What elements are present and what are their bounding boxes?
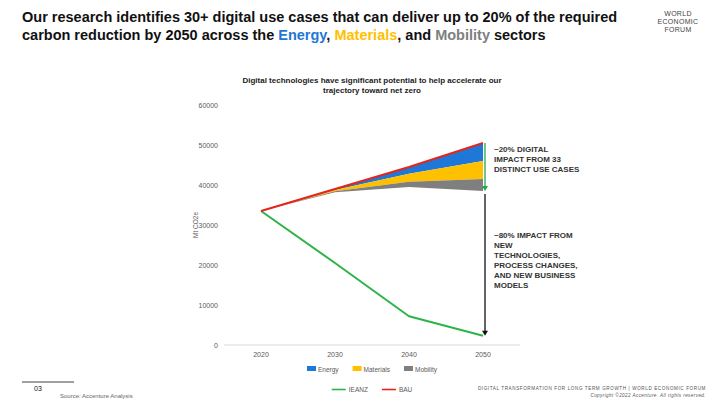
y-tick-label: 40000 <box>199 182 219 189</box>
footer-text: DIGITAL TRANSFORMATION FOR LONG TERM GRO… <box>478 386 706 391</box>
page-number: 03 <box>34 385 42 392</box>
headline: Our research identifies 30+ digital use … <box>22 8 662 44</box>
legend-label: Materials <box>364 366 391 373</box>
legend-label: BAU <box>399 386 413 393</box>
logo-text: WORLD <box>664 10 692 17</box>
chart: WORLDECONOMICFORUM 0 10000 20000 30000 40000 5… <box>0 0 720 405</box>
y-tick-label: 10000 <box>199 302 219 309</box>
headline-keyword: Materials <box>334 27 397 43</box>
legend-symbol <box>382 389 396 391</box>
legend-symbol <box>404 366 413 371</box>
y-tick-label: 30000 <box>199 222 219 229</box>
annotation-arrowhead <box>482 186 488 191</box>
annotation-arrowhead <box>482 331 488 336</box>
annotation: ~20% DIGITAL IMPACT FROM 33 DISTINCT USE… <box>494 145 580 175</box>
legend: IEANZ BAU <box>332 386 413 393</box>
y-axis-label: Mt CO2e <box>192 212 199 238</box>
source: Source: Accenture Analysis <box>60 393 133 399</box>
copyright: Copyright ©2022 Accenture. All rights re… <box>590 392 706 398</box>
legend-symbol <box>332 389 346 391</box>
annotation-arrow <box>484 194 485 332</box>
x-tick-label: 2030 <box>327 351 343 358</box>
chart-title: Digital technologies have significant po… <box>237 76 507 96</box>
legend-label: IEANZ <box>349 386 368 393</box>
headline-keyword: Mobility <box>435 27 490 43</box>
legend-symbol <box>353 366 362 371</box>
logo-text: ECONOMIC <box>658 18 699 25</box>
area <box>261 179 483 211</box>
annotation-arrow <box>484 143 485 187</box>
headline-keyword: Energy <box>278 27 326 43</box>
footer-rule <box>22 382 74 383</box>
area <box>261 161 483 211</box>
x-tick-label: 2020 <box>253 351 269 358</box>
y-tick-label: 60000 <box>199 102 219 109</box>
line <box>261 143 483 211</box>
x-tick-label: 2040 <box>401 351 417 358</box>
annotation: ~80% IMPACT FROM NEW TECHNOLOGIES, PROCE… <box>494 231 580 291</box>
legend-label: Energy <box>318 366 339 374</box>
legend-symbol <box>307 366 316 371</box>
y-tick-label: 20000 <box>199 262 219 269</box>
area <box>261 143 483 211</box>
x-axis-line <box>224 345 520 346</box>
legend: Energy Materials Mobility <box>307 366 438 374</box>
line <box>261 211 483 336</box>
y-tick-label: 50000 <box>199 142 219 149</box>
y-tick-label: 0 <box>214 342 218 349</box>
x-tick-label: 2050 <box>475 351 491 358</box>
logo-text: FORUM <box>664 26 691 33</box>
legend-label: Mobility <box>415 366 438 374</box>
plot-area <box>261 143 483 336</box>
